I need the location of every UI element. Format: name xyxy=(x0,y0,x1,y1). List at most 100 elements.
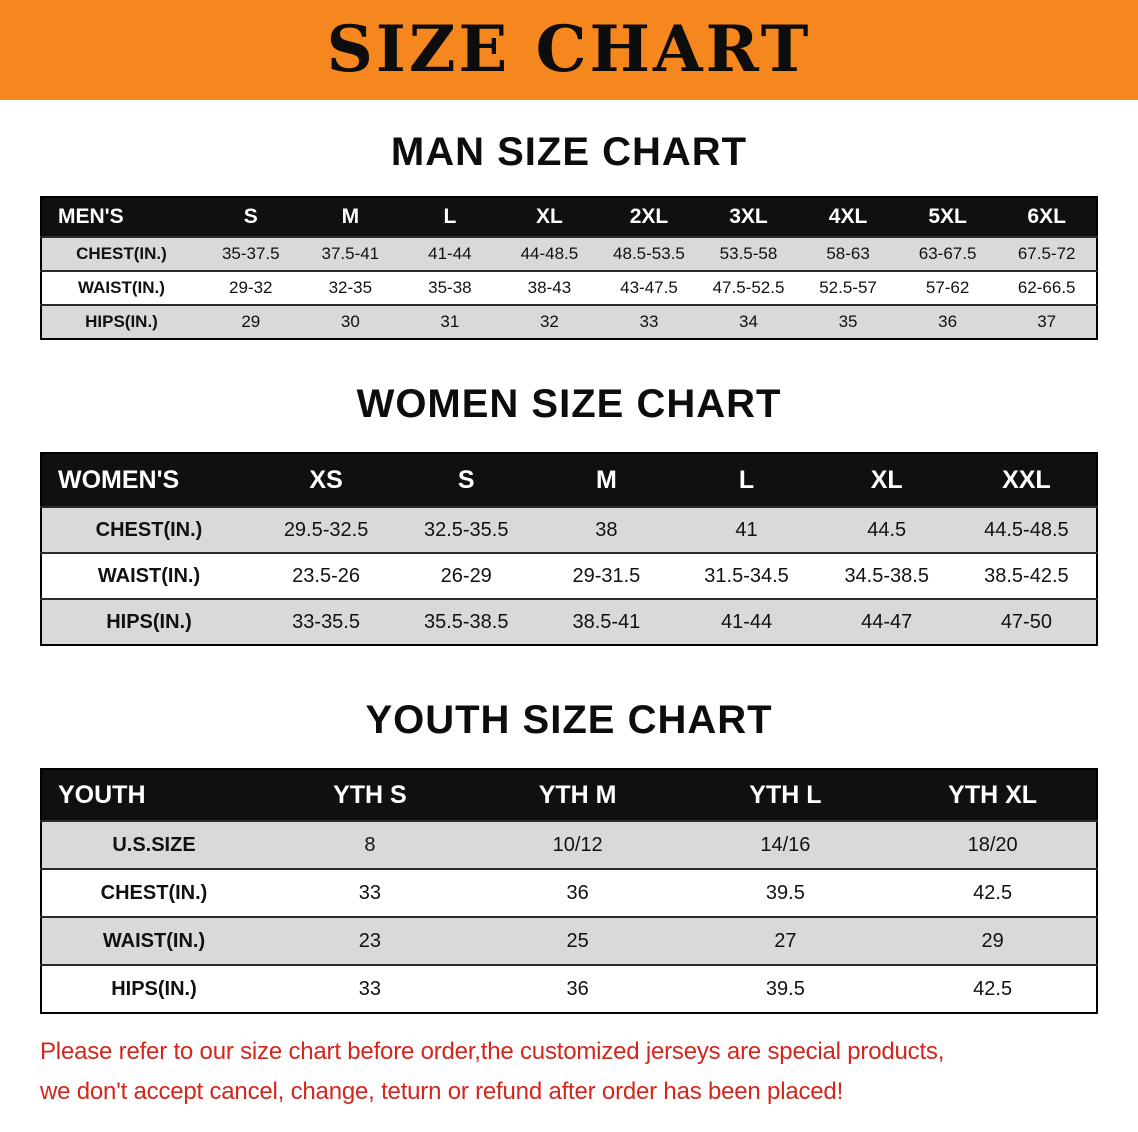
table-header-row: MEN'S S M L XL 2XL 3XL 4XL 5XL 6XL xyxy=(41,197,1097,237)
size-value: 8 xyxy=(364,833,376,856)
row-label: CHEST(IN.) xyxy=(76,244,167,263)
size-column-header: L xyxy=(738,465,755,494)
size-value: 44.5-48.5 xyxy=(984,518,1069,541)
size-value: 44.5 xyxy=(867,518,907,541)
size-value: 25 xyxy=(566,929,589,952)
table-header-row: YOUTH YTH S YTH M YTH L YTH XL xyxy=(41,769,1097,821)
size-value: 27 xyxy=(774,929,797,952)
size-value: 32.5-35.5 xyxy=(423,518,509,541)
size-value: 33-35.5 xyxy=(292,610,360,633)
size-value: 34 xyxy=(739,312,758,331)
size-value: 41-44 xyxy=(428,244,472,263)
size-value: 38 xyxy=(595,518,618,541)
men-size-section: MAN SIZE CHART MEN'S S M L XL 2XL 3XL 4XL 5XL 6XL… xyxy=(0,130,1138,340)
size-value: 48.5-53.5 xyxy=(613,244,685,263)
women-section-heading: WOMEN SIZE CHART xyxy=(356,382,782,426)
row-label: WAIST(IN.) xyxy=(97,564,201,587)
size-value: 26-29 xyxy=(440,564,492,587)
size-value: 36 xyxy=(566,977,589,1000)
size-value: 63-67.5 xyxy=(918,244,977,263)
row-label: HIPS(IN.) xyxy=(111,977,197,1000)
size-value: 42.5 xyxy=(973,881,1013,904)
row-label: HIPS(IN.) xyxy=(85,312,158,331)
size-row: WAIST(IN.) 29-32 32-35 35-38 38-43 43-47.5 47.… xyxy=(41,271,1097,305)
size-value: 62-66.5 xyxy=(1017,278,1076,297)
size-value: 23 xyxy=(358,929,381,952)
size-value: 38.5-41 xyxy=(572,610,641,633)
size-value: 35-37.5 xyxy=(221,244,280,263)
size-value: 39.5 xyxy=(765,977,805,1000)
size-column-header: 6XL xyxy=(1027,205,1066,228)
size-column-header: M xyxy=(595,465,617,494)
row-label: WAIST(IN.) xyxy=(102,929,206,952)
size-value: 52.5-57 xyxy=(819,278,877,297)
size-value: 41-44 xyxy=(720,610,773,633)
size-value: 43-47.5 xyxy=(620,278,678,297)
size-column-header: S xyxy=(243,205,258,228)
size-column-header: XS xyxy=(309,465,343,494)
size-column-header: YTH L xyxy=(749,780,822,809)
size-value: 29-32 xyxy=(229,278,273,297)
size-value: 18/20 xyxy=(967,833,1018,856)
size-row: CHEST(IN.) 35-37.5 37.5-41 41-44 44-48.5 48.5… xyxy=(41,237,1097,271)
row-label: CHEST(IN.) xyxy=(95,518,203,541)
row-label: CHEST(IN.) xyxy=(100,881,208,904)
size-column-header: YTH M xyxy=(538,780,617,809)
size-column-header: 2XL xyxy=(629,205,669,228)
size-column-header: YTH S xyxy=(333,780,407,809)
order-policy-line-2: we don't accept cancel, change, teturn o… xyxy=(40,1078,844,1105)
size-column-header: S xyxy=(457,465,475,494)
size-value: 42.5 xyxy=(973,977,1013,1000)
size-value: 34.5-38.5 xyxy=(844,564,929,587)
row-label: U.S.SIZE xyxy=(112,833,196,856)
size-value: 38-43 xyxy=(527,278,572,297)
size-value: 33 xyxy=(358,881,381,904)
size-value: 39.5 xyxy=(765,881,805,904)
size-value: 31.5-34.5 xyxy=(704,564,789,587)
size-value: 37 xyxy=(1037,312,1057,331)
table-corner-label: YOUTH xyxy=(58,780,146,809)
youth-size-table: YOUTH YTH S YTH M YTH L YTH XL U.S.SIZE 8 10/12… xyxy=(40,768,1098,1014)
size-value: 67.5-72 xyxy=(1017,244,1076,263)
table-header-row: WOMEN'S XS S M L XL XXL xyxy=(41,453,1097,507)
size-value: 57-62 xyxy=(925,278,970,297)
size-value: 33 xyxy=(358,977,381,1000)
size-value: 47.5-52.5 xyxy=(712,278,785,297)
size-value: 32-35 xyxy=(328,278,373,297)
size-value: 35.5-38.5 xyxy=(423,610,509,633)
size-column-header: 3XL xyxy=(729,205,768,228)
size-value: 29-31.5 xyxy=(572,564,641,587)
size-column-header: 5XL xyxy=(928,205,967,228)
size-value: 58-63 xyxy=(826,244,870,263)
size-value: 35 xyxy=(838,312,858,331)
size-row: WAIST(IN.) 23 25 27 29 xyxy=(41,917,1097,965)
row-label: WAIST(IN.) xyxy=(78,278,165,297)
order-policy-note: Please refer to our size chart before or… xyxy=(40,1032,1138,1112)
table-corner-label: WOMEN'S xyxy=(58,465,180,494)
size-value: 47-50 xyxy=(1000,610,1052,633)
women-size-section: WOMEN SIZE CHART WOMEN'S XS S M L XL XXL CHEST(… xyxy=(0,382,1138,646)
size-row: CHEST(IN.) 29.5-32.5 32.5-35.5 38 41 44.5 44.5… xyxy=(41,507,1097,553)
size-value: 38.5-42.5 xyxy=(984,564,1069,587)
size-value: 31 xyxy=(440,312,460,331)
youth-section-heading: YOUTH SIZE CHART xyxy=(365,698,773,742)
size-column-header: XL xyxy=(535,205,563,228)
size-row: HIPS(IN.) 33 36 39.5 42.5 xyxy=(41,965,1097,1013)
size-column-header: XL xyxy=(870,465,903,494)
size-row: HIPS(IN.) 29 30 31 32 33 34 35 36 37 xyxy=(41,305,1097,339)
size-value: 14/16 xyxy=(760,833,811,856)
size-value: 36 xyxy=(566,881,589,904)
size-value: 32 xyxy=(539,312,559,331)
size-value: 23.5-26 xyxy=(292,564,360,587)
size-column-header: YTH XL xyxy=(948,780,1038,809)
size-row: WAIST(IN.) 23.5-26 26-29 29-31.5 31.5-34.5 34… xyxy=(41,553,1097,599)
womens-size-table: WOMEN'S XS S M L XL XXL CHEST(IN.) 29.5-32.5 32.5… xyxy=(40,452,1098,646)
youth-size-section: YOUTH SIZE CHART YOUTH YTH S YTH M YTH L YTH… xyxy=(0,698,1138,1014)
size-value: 44-47 xyxy=(861,610,913,633)
size-row: HIPS(IN.) 33-35.5 35.5-38.5 38.5-41 41-44 44-… xyxy=(41,599,1097,645)
size-value: 37.5-41 xyxy=(321,244,380,263)
size-value: 44-48.5 xyxy=(520,244,579,263)
size-value: 30 xyxy=(340,312,360,331)
size-chart-banner: SIZE CHART xyxy=(0,0,1138,100)
size-column-header: M xyxy=(341,205,360,228)
